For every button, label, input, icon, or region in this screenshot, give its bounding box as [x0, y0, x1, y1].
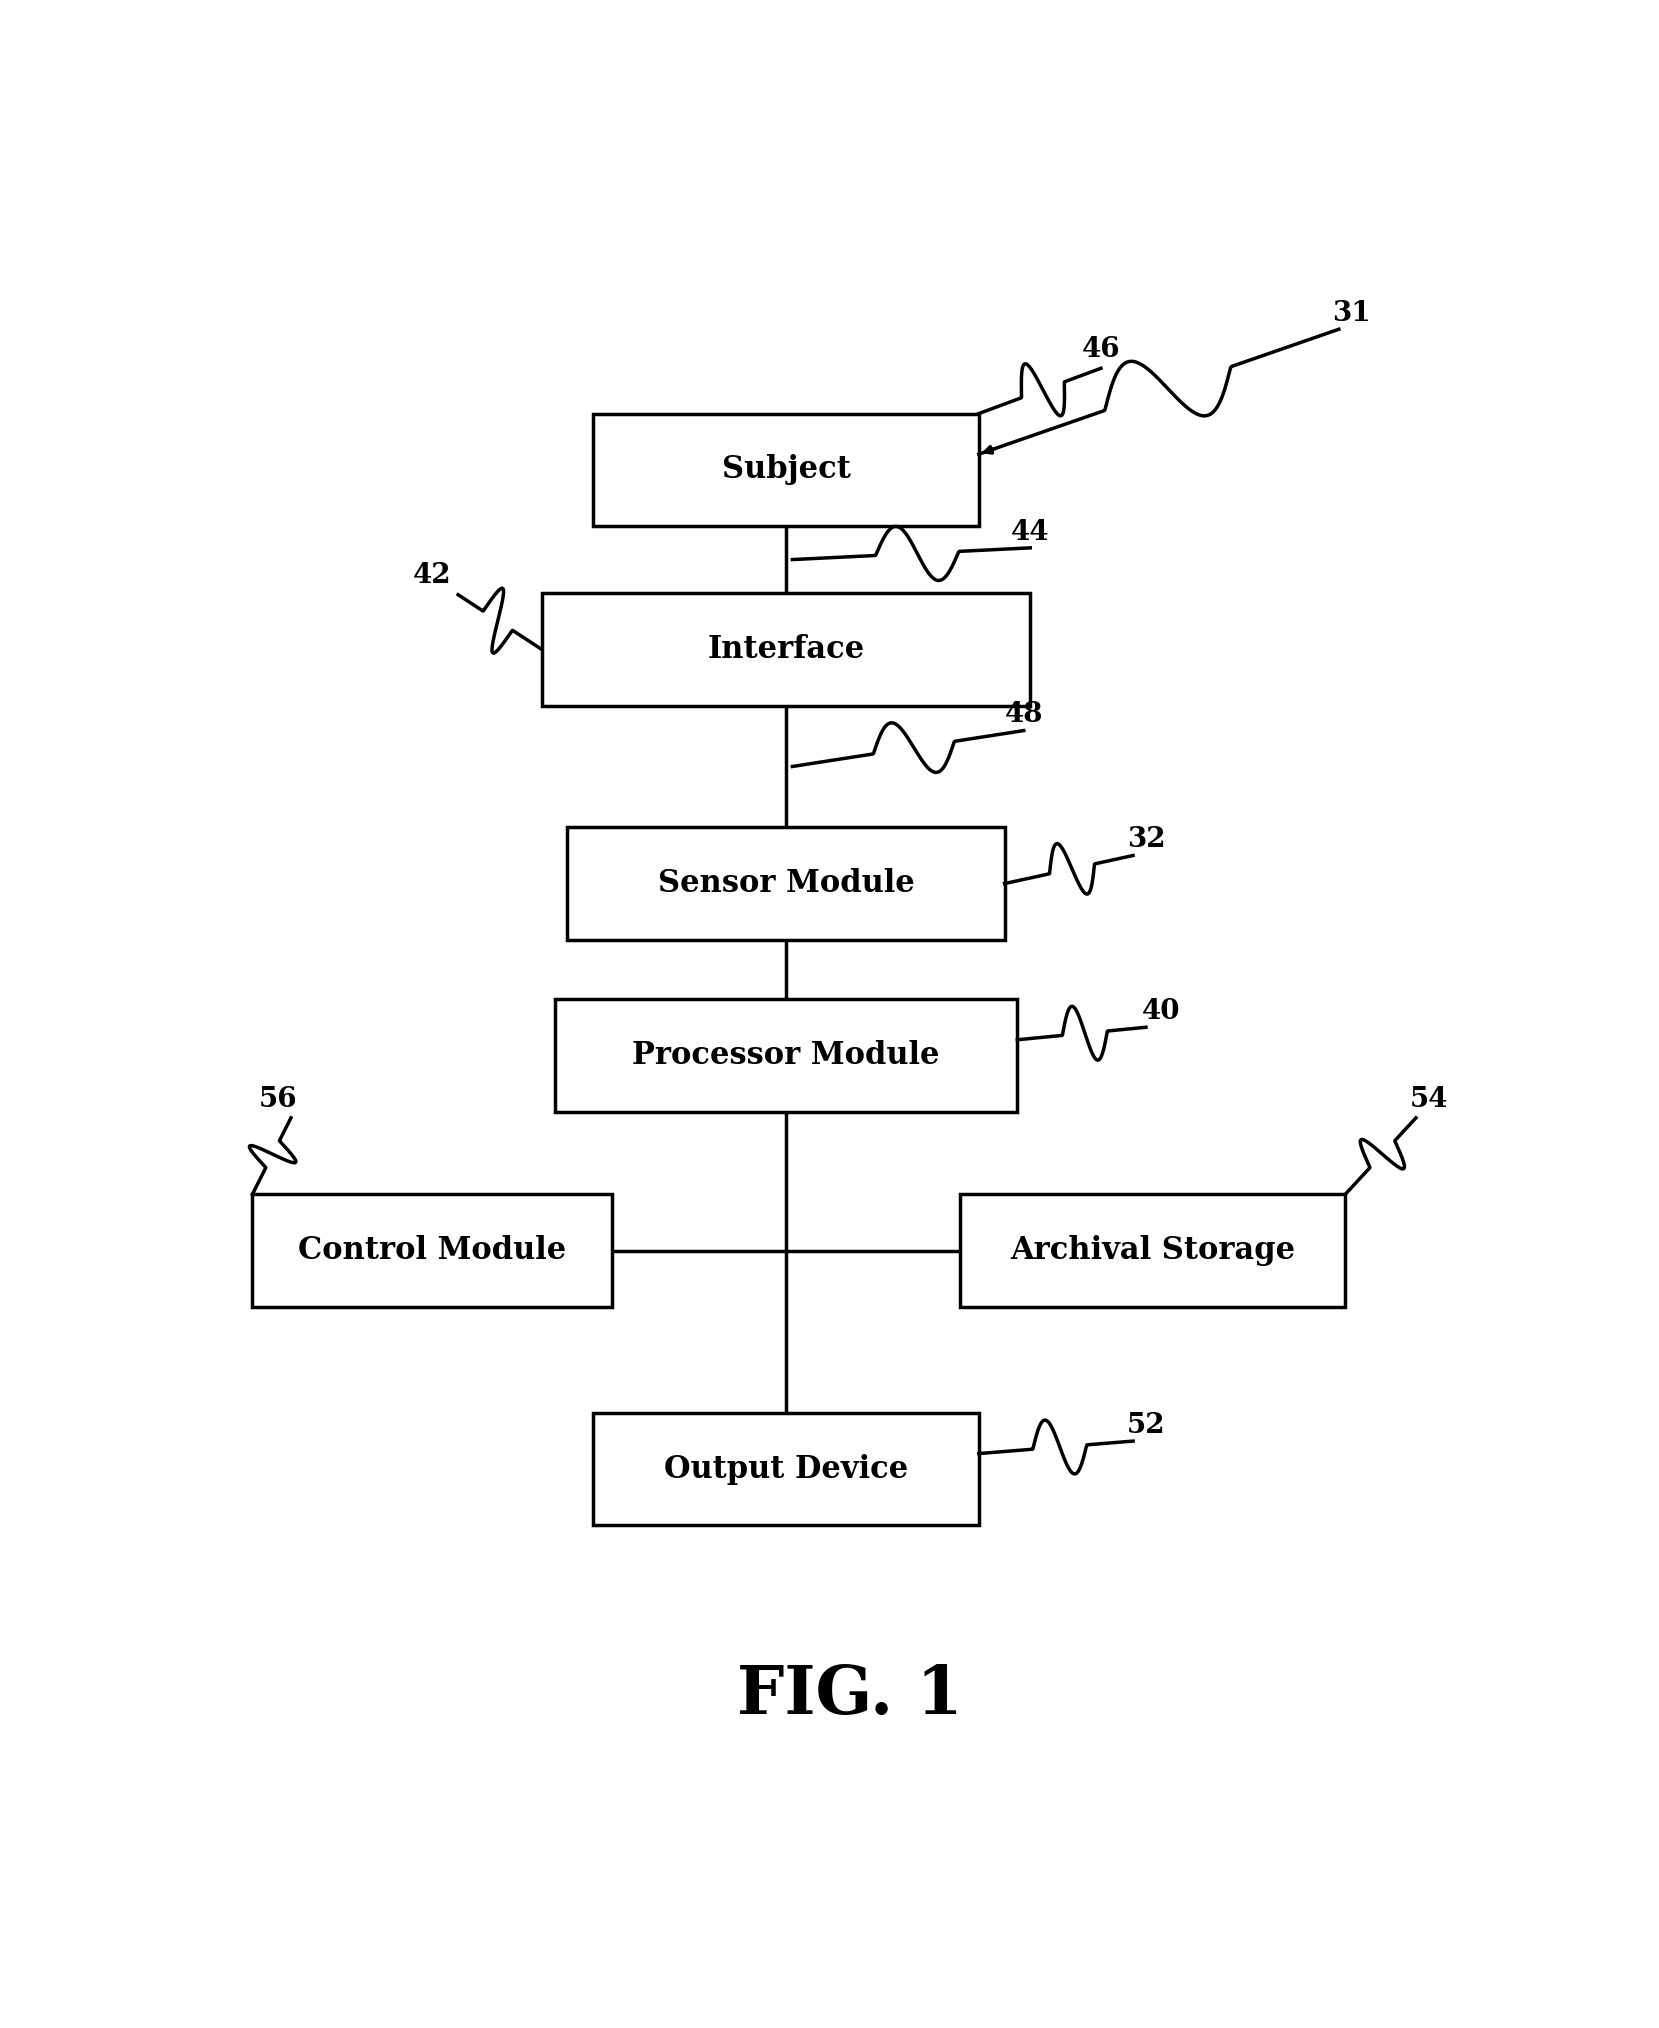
- Text: 42: 42: [413, 562, 451, 590]
- Text: Subject: Subject: [722, 454, 851, 485]
- Text: 48: 48: [1005, 702, 1044, 728]
- Text: Processor Module: Processor Module: [632, 1040, 939, 1071]
- Text: 54: 54: [1410, 1085, 1448, 1113]
- Bar: [554, 1000, 1017, 1111]
- Bar: [594, 414, 979, 525]
- Text: 52: 52: [1126, 1411, 1165, 1440]
- Text: 56: 56: [259, 1085, 297, 1113]
- Text: Sensor Module: Sensor Module: [657, 868, 914, 898]
- Text: Interface: Interface: [707, 635, 864, 665]
- Bar: [542, 592, 1030, 706]
- Bar: [252, 1194, 612, 1306]
- Text: 40: 40: [1141, 998, 1181, 1024]
- Text: Output Device: Output Device: [664, 1454, 907, 1484]
- Bar: [959, 1194, 1345, 1306]
- Text: 46: 46: [1082, 337, 1120, 363]
- Text: Archival Storage: Archival Storage: [1010, 1235, 1296, 1265]
- Text: Control Module: Control Module: [299, 1235, 566, 1265]
- Text: 32: 32: [1126, 825, 1165, 854]
- Bar: [567, 827, 1005, 939]
- Text: 44: 44: [1010, 519, 1050, 546]
- Text: 31: 31: [1332, 300, 1370, 327]
- Bar: [594, 1414, 979, 1525]
- Text: FIG. 1: FIG. 1: [737, 1663, 964, 1728]
